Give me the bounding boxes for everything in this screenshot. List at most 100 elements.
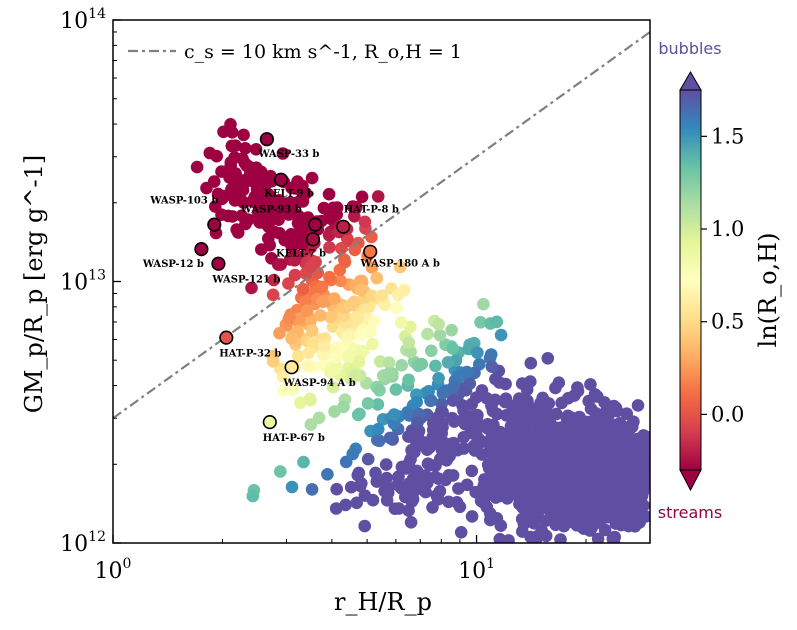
scatter-point	[401, 482, 415, 495]
scatter-point	[402, 373, 415, 387]
highlighted-planet-marker	[284, 360, 299, 375]
scatter-point	[352, 466, 366, 480]
colorbar-gradient	[679, 89, 702, 471]
x-axis-label: r_H/R_p	[334, 588, 432, 616]
scatter-point	[237, 128, 250, 142]
scatter-point	[257, 206, 271, 220]
scatter-point	[552, 516, 565, 530]
scatter-point	[305, 171, 319, 185]
scatter-point	[465, 464, 479, 478]
scatter-point	[355, 190, 369, 204]
planet-label: WASP-12 b	[142, 259, 204, 270]
y-tick-label: 1012	[60, 529, 106, 557]
highlighted-planet-marker	[336, 219, 351, 234]
highlighted-planet-marker	[305, 232, 321, 247]
highlighted-planet-marker	[363, 244, 378, 259]
scatter-point	[458, 417, 472, 431]
planet-label: WASP-94 A b	[282, 378, 355, 389]
scatter-point	[294, 396, 307, 410]
scatter-point	[500, 409, 513, 422]
scatter-point	[296, 282, 310, 296]
scatter-point	[517, 517, 531, 531]
scatter-point	[587, 503, 601, 517]
scatter-point	[215, 165, 228, 178]
scatter-point	[344, 480, 358, 494]
reference-line-group	[113, 31, 650, 420]
scatter-point	[494, 472, 508, 486]
scatter-point	[477, 297, 490, 311]
scatter-point	[323, 241, 336, 254]
scatter-point	[637, 438, 650, 451]
scatter-point	[460, 365, 474, 379]
scatter-point	[317, 339, 331, 353]
scatter-point	[292, 349, 305, 363]
scatter-point	[463, 377, 477, 390]
scatter-point	[330, 341, 344, 354]
scatter-point	[494, 519, 508, 532]
scatter-point	[493, 489, 507, 503]
planet-label: WASP-33 b	[257, 149, 319, 160]
scatter-point	[589, 407, 603, 420]
scatter-point	[361, 397, 375, 410]
scatter-point	[423, 441, 436, 455]
scatter-point	[441, 356, 455, 369]
scatter-point	[379, 458, 393, 471]
scatter-point	[600, 405, 613, 418]
colorbar-tick-label: 1.5	[711, 124, 744, 148]
scatter-point	[285, 480, 299, 494]
scatter-point	[314, 309, 327, 322]
scatter-point	[266, 288, 280, 302]
scatter-point	[352, 355, 366, 368]
scatter-point	[584, 378, 597, 391]
scatter-point	[346, 447, 360, 461]
scatter-point	[456, 399, 469, 412]
scatter-point	[290, 236, 303, 250]
scatter-point	[465, 397, 479, 411]
highlighted-planet-marker	[259, 132, 275, 147]
scatter-point	[297, 455, 310, 469]
scatter-point	[552, 376, 566, 390]
scatter-point	[432, 317, 445, 331]
scatter-point	[231, 226, 245, 239]
scatter-point	[387, 408, 401, 421]
scatter-point	[272, 213, 285, 226]
planet-label: KELT-7 b	[276, 248, 326, 259]
scatter-point	[335, 242, 348, 255]
y-tick-label: 1014	[60, 6, 106, 34]
y-axis-label: GM_p/R_p [erg g^-1]	[20, 155, 48, 414]
scatter-point	[471, 346, 484, 360]
scatter-point	[518, 446, 532, 459]
scatter-point	[344, 298, 358, 312]
scatter-point	[322, 228, 336, 242]
scatter-point	[609, 401, 623, 415]
scatter-point	[505, 447, 518, 461]
scatter-point	[280, 197, 293, 210]
scatter-point	[322, 187, 336, 201]
scatter-point	[514, 486, 527, 499]
scatter-point	[411, 416, 424, 430]
scatter-point	[276, 370, 290, 383]
scatter-point	[543, 412, 557, 426]
scatter-point	[348, 243, 362, 257]
scatter-point	[239, 142, 252, 155]
scatter-point	[241, 159, 255, 173]
scatter-point	[469, 437, 483, 451]
colorbar-bottom-annotation: streams	[658, 503, 722, 522]
scatter-point	[499, 392, 513, 406]
scatter-point	[304, 418, 318, 431]
scatter-point	[273, 326, 286, 340]
scatter-point	[392, 470, 405, 484]
scatter-point	[316, 295, 329, 309]
scatter-point	[274, 465, 287, 478]
scatter-point	[561, 409, 575, 423]
scatter-point	[402, 336, 416, 349]
scatter-point	[285, 332, 298, 345]
scatter-point	[364, 325, 377, 339]
scatter-point	[330, 482, 344, 496]
scatter-point	[446, 342, 459, 355]
scatter-point	[433, 328, 447, 342]
scatter-point	[504, 419, 518, 433]
scatter-point	[288, 268, 302, 282]
highlighted-planet-marker	[262, 415, 277, 430]
scatter-point	[581, 486, 595, 500]
